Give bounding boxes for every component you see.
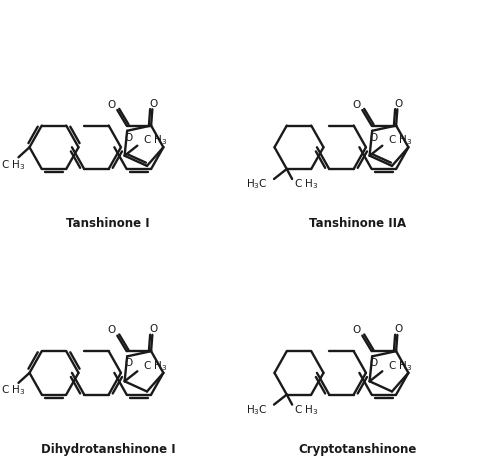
Text: O: O	[370, 133, 378, 143]
Text: O: O	[150, 99, 158, 109]
Text: C H$_3$: C H$_3$	[142, 359, 167, 373]
Text: Dihydrotanshinone I: Dihydrotanshinone I	[40, 443, 175, 456]
Text: C H$_3$: C H$_3$	[294, 403, 318, 417]
Text: O: O	[124, 359, 132, 368]
Text: Cryptotanshinone: Cryptotanshinone	[298, 443, 417, 456]
Text: C H$_3$: C H$_3$	[294, 178, 318, 191]
Text: Tanshinone IIA: Tanshinone IIA	[309, 217, 406, 230]
Text: C H$_3$: C H$_3$	[142, 133, 167, 147]
Text: O: O	[394, 99, 402, 109]
Text: O: O	[124, 133, 132, 143]
Text: O: O	[150, 324, 158, 334]
Text: O: O	[353, 325, 361, 335]
Text: O: O	[394, 324, 402, 334]
Text: O: O	[108, 325, 116, 335]
Text: H$_3$C: H$_3$C	[246, 403, 267, 417]
Text: O: O	[370, 359, 378, 368]
Text: O: O	[353, 100, 361, 110]
Text: H$_3$C: H$_3$C	[246, 178, 267, 191]
Text: C H$_3$: C H$_3$	[1, 158, 25, 172]
Text: C H$_3$: C H$_3$	[388, 359, 412, 373]
Text: C H$_3$: C H$_3$	[1, 384, 25, 397]
Text: Tanshinone I: Tanshinone I	[66, 217, 150, 230]
Text: O: O	[108, 100, 116, 110]
Text: C H$_3$: C H$_3$	[388, 133, 412, 147]
